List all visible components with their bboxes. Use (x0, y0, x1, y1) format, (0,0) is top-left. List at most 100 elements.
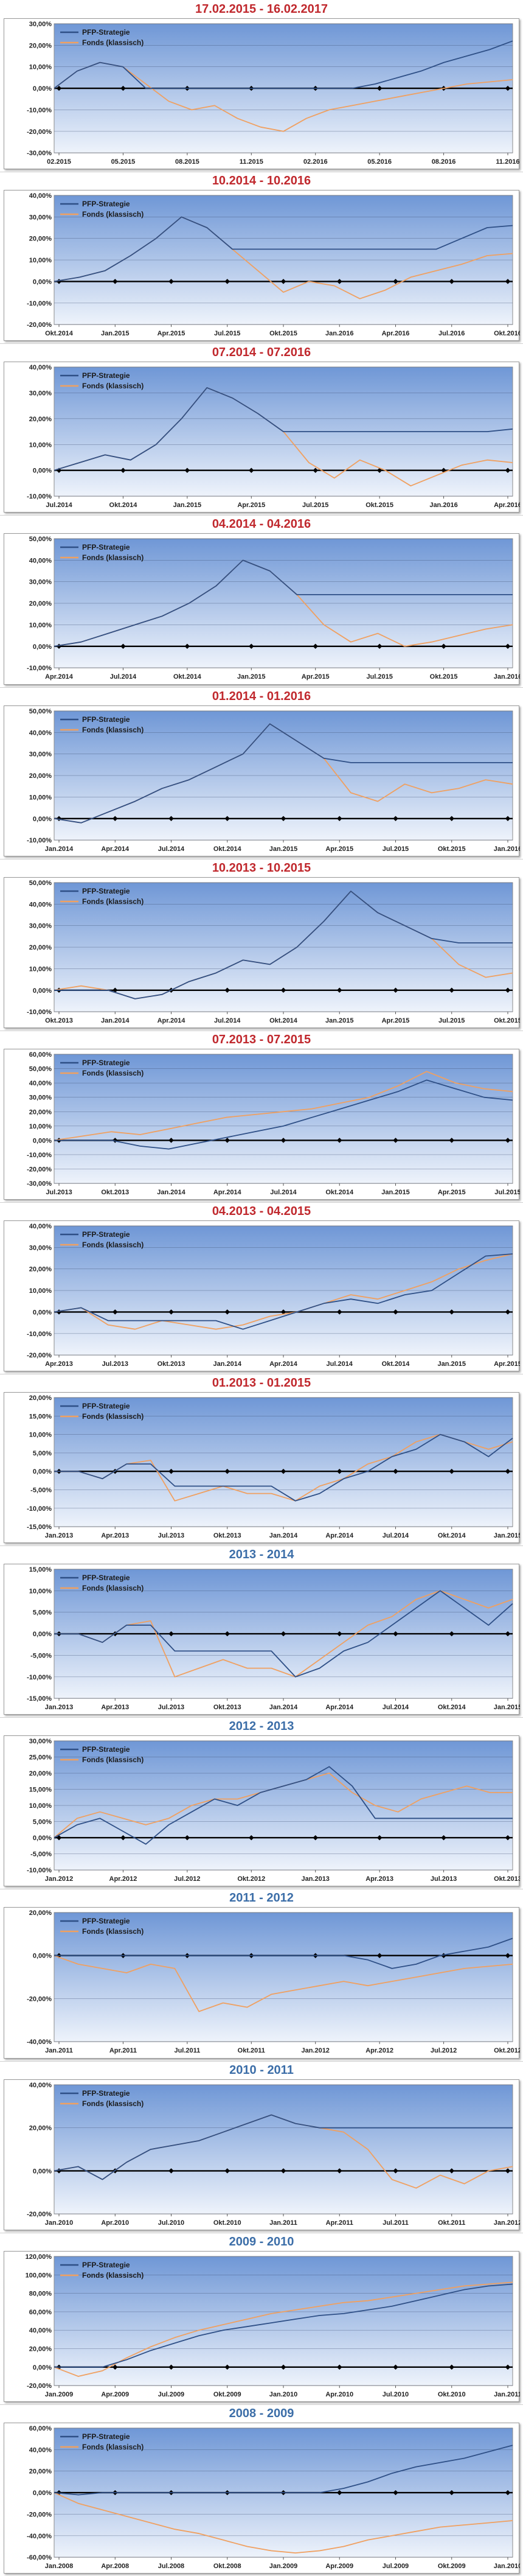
x-tick-label: Okt.2014 (213, 845, 242, 853)
x-tick-label: Okt.2015 (494, 1017, 520, 1024)
legend-label-fonds: Fonds (klassisch) (82, 1927, 144, 1936)
x-tick-label: Jan.2013 (45, 1532, 73, 1539)
x-tick-label: Jul.2013 (431, 1875, 457, 1883)
x-tick-label: Apr.2013 (365, 1875, 393, 1883)
y-tick-label: 20,00% (29, 1395, 52, 1402)
y-tick-label: -10,00% (27, 665, 52, 673)
legend-label-fonds: Fonds (klassisch) (82, 1412, 144, 1421)
x-tick-label: 08.2015 (175, 158, 199, 166)
x-tick-label: Jul.2010 (158, 2219, 184, 2227)
x-tick-label: Jul.2016 (438, 330, 465, 337)
chart-frame: -10,00% 0,00% 10,00% 20,00% 30,00% 40,00% 50,0… (4, 533, 520, 685)
legend-label-pfp: PFP-Strategie (82, 543, 130, 551)
legend-label-pfp: PFP-Strategie (82, 200, 130, 208)
x-tick-label: Apr.2014 (213, 1189, 242, 1196)
y-tick-label: 5,00% (33, 1609, 52, 1617)
chart-panel: 2010 - 2011 -20,00% 0,00% 20,00% 40,00% Jan.2… (0, 2060, 523, 2233)
zero-line-marker (393, 2490, 398, 2496)
x-tick-label: Okt.2015 (269, 330, 297, 337)
zero-line-marker (393, 1469, 398, 1474)
x-tick-label: Jan.2013 (45, 1704, 73, 1711)
chart-title: 04.2013 - 04.2015 (212, 1204, 311, 1218)
x-tick-label: Jul.2009 (158, 2391, 184, 2398)
zero-line-marker (280, 1469, 286, 1474)
x-tick-label: Jan.2015 (494, 1704, 520, 1711)
legend-label-pfp: PFP-Strategie (82, 1230, 130, 1239)
chart-svg: -30,00% -20,00% -10,00% 0,00% 10,00% 20,00% 30… (27, 1051, 520, 1196)
chart-title: 17.02.2015 - 16.02.2017 (195, 2, 328, 16)
chart-frame: -20,00% 0,00% 20,00% 40,00% 60,00% 80,00% 100,… (4, 2250, 520, 2402)
y-tick-label: -60,00% (27, 2554, 52, 2561)
y-tick-label: 0,00% (33, 2168, 52, 2175)
y-tick-label: -15,00% (27, 1695, 52, 1703)
x-tick-label: Okt.2012 (237, 1875, 265, 1883)
chart-title: 2013 - 2014 (229, 1548, 294, 1562)
y-tick-label: -10,00% (27, 1674, 52, 1681)
panel-separator (0, 2404, 523, 2405)
x-tick-label: Jan.2011 (269, 2219, 297, 2227)
zero-line-marker (313, 1835, 318, 1841)
y-tick-label: 0,00% (33, 815, 52, 822)
x-tick-label: Jan.2014 (269, 1704, 298, 1711)
x-tick-label: Jul.2010 (383, 2391, 409, 2398)
y-tick-label: -30,00% (27, 150, 52, 157)
x-tick-label: Jan.2015 (237, 674, 265, 681)
x-tick-label: Okt.2015 (365, 502, 393, 509)
y-tick-label: 10,00% (29, 442, 52, 449)
x-tick-label: Jan.2016 (429, 502, 457, 509)
y-tick-label: 25,00% (29, 1754, 52, 1762)
y-tick-label: 40,00% (29, 558, 52, 565)
x-tick-label: Okt.2013 (45, 1017, 73, 1024)
zero-line-marker (337, 1137, 342, 1143)
x-tick-label: Jan.2008 (45, 2563, 73, 2570)
zero-line-marker (168, 1469, 174, 1474)
chart-panel: 04.2014 - 04.2016 -10,00% 0,00% 10,00% 20,00… (0, 515, 523, 687)
chart-frame: -30,00% -20,00% -10,00% 0,00% 10,00% 20,00% 30… (4, 1048, 520, 1200)
y-tick-label: 0,00% (33, 467, 52, 475)
x-tick-label: Jan.2015 (438, 1360, 466, 1368)
x-tick-label: Apr.2014 (269, 1360, 298, 1368)
y-tick-label: 0,00% (33, 85, 52, 93)
legend-label-pfp: PFP-Strategie (82, 1573, 130, 1582)
x-tick-label: Jan.2010 (45, 2219, 73, 2227)
series-line-pfp (54, 2445, 513, 2496)
x-tick-label: 05.2016 (367, 158, 392, 166)
panel-separator (0, 515, 523, 516)
x-tick-label: Jan.2014 (101, 1017, 130, 1024)
x-tick-label: Apr.2014 (325, 1704, 354, 1711)
series-line-pfp (54, 890, 513, 999)
legend: PFP-Strategie Fonds (klassisch) (60, 1230, 144, 1249)
x-tick-label: Apr.2008 (101, 2563, 129, 2570)
x-tick-label: Apr.2012 (365, 2048, 393, 2055)
y-tick-label: -15,00% (27, 1524, 52, 1531)
x-tick-label: Okt.2013 (213, 1704, 241, 1711)
y-tick-label: 15,00% (29, 1413, 52, 1420)
chart-svg: -10,00% -5,00% 0,00% 5,00% 10,00% 15,00% 20,00… (27, 1738, 520, 1883)
y-tick-label: 30,00% (29, 922, 52, 929)
zero-line-marker (56, 1835, 62, 1841)
legend-label-fonds: Fonds (klassisch) (82, 1241, 144, 1249)
x-tick-label: Jan.2012 (45, 1875, 73, 1883)
chart-panel: 2011 - 2012 -40,00% -20,00% 0,00% 20,00% Jan.… (0, 1889, 523, 2061)
zero-line-marker (120, 1835, 126, 1841)
chart-svg: -15,00% -10,00% -5,00% 0,00% 5,00% 10,00% 15,0… (27, 1395, 520, 1539)
legend-label-pfp: PFP-Strategie (82, 28, 130, 37)
chart-panel: 10.2013 - 10.2015 -10,00% 0,00% 10,00% 20,00… (0, 858, 523, 1031)
x-tick-label: Jul.2013 (102, 1360, 128, 1368)
chart-title: 2012 - 2013 (229, 1720, 294, 1734)
x-tick-label: Okt.2014 (438, 1704, 466, 1711)
y-tick-label: 20,00% (29, 600, 52, 607)
series-line-pfp (54, 1938, 513, 1970)
x-tick-label: Apr.2009 (101, 2391, 129, 2398)
y-tick-label: -20,00% (27, 2211, 52, 2218)
chart-title: 10.2013 - 10.2015 (212, 861, 311, 875)
panel-separator (0, 1545, 523, 1547)
x-tick-label: Apr.2010 (101, 2219, 129, 2227)
y-tick-label: 30,00% (29, 214, 52, 221)
zero-line-marker (224, 1137, 230, 1143)
x-tick-label: Apr.2015 (325, 845, 353, 853)
